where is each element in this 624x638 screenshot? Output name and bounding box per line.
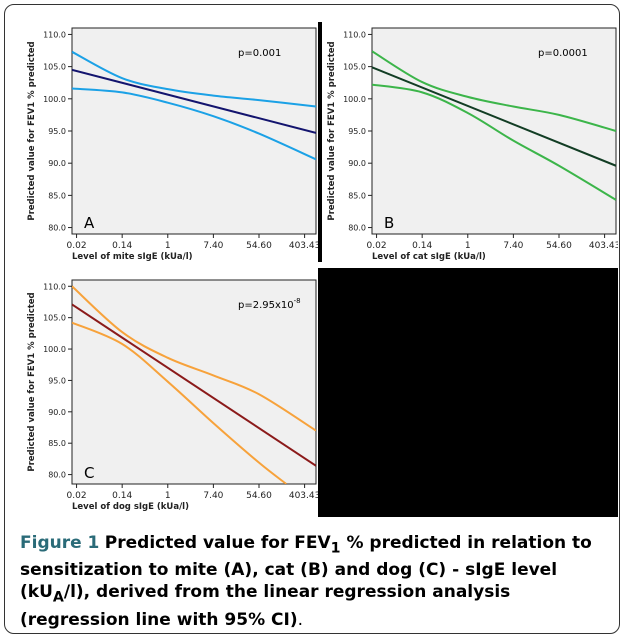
- series-lower-line-c: [72, 321, 287, 484]
- p-value-annotation-a: p=0.001: [238, 48, 281, 59]
- x-tick-label-b: 7.40: [503, 241, 523, 251]
- y-tick-label-a: 90.0: [48, 159, 66, 168]
- series-fit-line-c: [72, 303, 316, 467]
- x-tick-label-a: 403.43: [289, 241, 318, 251]
- p-value-annotation-c: p=2.95x10-8: [238, 297, 301, 311]
- y-tick-label-c: 110.0: [43, 282, 66, 291]
- y-axis-label-c: Predicted value for FEV1 % predicted: [27, 292, 37, 471]
- plot-area-b: [371, 27, 617, 235]
- x-tick-label-a: 7.40: [203, 241, 223, 251]
- series-upper-line-b: [372, 50, 616, 132]
- p-value-annotation-b: p=0.0001: [538, 48, 588, 59]
- y-tick-label-c: 105.0: [43, 314, 66, 323]
- x-tick-label-c: 1: [165, 491, 171, 501]
- series-fit-line-a: [72, 68, 316, 134]
- caption-body: Predicted value for FEV1 % predicted in …: [20, 533, 592, 630]
- x-tick-label-c: 7.40: [203, 491, 223, 501]
- chart-panel-b: 80.0 85.0 90.0 95.0 100.0 105.0 110.0 0.02 0.14 1…: [327, 27, 618, 262]
- y-tick-label-b: 100.0: [343, 95, 366, 104]
- figure-caption: Figure 1 Predicted value for FEV1 % pred…: [20, 533, 592, 630]
- y-tick-label-c: 85.0: [48, 439, 66, 448]
- x-tick-label-b: 54.60: [546, 241, 572, 251]
- y-tick-label-a: 110.0: [43, 30, 66, 39]
- x-tick-label-c: 403.43: [289, 491, 318, 501]
- x-tick-label-a: 1: [165, 241, 171, 251]
- x-tick-label-a: 0.14: [112, 241, 132, 251]
- y-tick-label-a: 100.0: [43, 95, 66, 104]
- y-tick-label-a: 80.0: [48, 224, 66, 233]
- y-tick-label-a: 85.0: [48, 191, 66, 200]
- y-tick-label-b: 85.0: [348, 191, 366, 200]
- y-tick-label-a: 95.0: [48, 127, 66, 136]
- y-tick-label-c: 80.0: [48, 471, 66, 480]
- x-tick-label-a: 54.60: [246, 241, 272, 251]
- y-axis-label-a: Predicted value for FEV1 % predicted: [27, 41, 37, 220]
- x-axis-label-a: Level of mite sIgE (kUa/l): [72, 252, 193, 262]
- x-tick-label-b: 0.02: [367, 241, 387, 251]
- x-tick-label-c: 0.02: [67, 491, 87, 501]
- series-upper-line-a: [72, 50, 316, 108]
- x-tick-label-c: 54.60: [246, 491, 272, 501]
- series-upper-line-c: [72, 285, 316, 432]
- x-axis-label-c: Level of dog sIgE (kUa/l): [72, 502, 189, 512]
- plot-area-a: [71, 27, 317, 235]
- series-lower-line-a: [72, 87, 316, 161]
- plot-area-c: [71, 279, 317, 485]
- x-tick-label-b: 0.14: [412, 241, 432, 251]
- panel-label-b: B: [384, 214, 394, 232]
- y-tick-label-c: 95.0: [48, 376, 66, 385]
- y-tick-label-b: 80.0: [348, 224, 366, 233]
- chart-panel-a: 80.0 85.0 90.0 95.0 100.0 105.0 110.0 0.02 0.14 1…: [27, 27, 318, 262]
- panel-label-a: A: [84, 214, 95, 232]
- y-tick-label-b: 95.0: [348, 127, 366, 136]
- y-tick-label-b: 90.0: [348, 159, 366, 168]
- series-lower-line-b: [372, 83, 616, 201]
- panel-divider: [318, 22, 322, 262]
- x-tick-label-b: 1: [465, 241, 471, 251]
- empty-black-panel: [318, 268, 618, 517]
- y-tick-label-c: 100.0: [43, 345, 66, 354]
- y-tick-label-b: 110.0: [343, 30, 366, 39]
- x-tick-label-c: 0.14: [112, 491, 132, 501]
- x-tick-label-a: 0.02: [67, 241, 87, 251]
- panel-label-c: C: [84, 464, 94, 482]
- y-tick-label-b: 105.0: [343, 63, 366, 72]
- x-axis-label-b: Level of cat sIgE (kUa/l): [372, 252, 486, 262]
- y-axis-label-b: Predicted value for FEV1 % predicted: [327, 41, 337, 220]
- figure-label: Figure 1: [20, 533, 100, 553]
- y-tick-label-c: 90.0: [48, 408, 66, 417]
- y-tick-label-a: 105.0: [43, 63, 66, 72]
- series-fit-line-b: [372, 66, 616, 167]
- chart-panel-c: 80.0 85.0 90.0 95.0 100.0 105.0 110.0 0.02 0.14 1…: [27, 279, 318, 512]
- x-tick-label-b: 403.43: [589, 241, 618, 251]
